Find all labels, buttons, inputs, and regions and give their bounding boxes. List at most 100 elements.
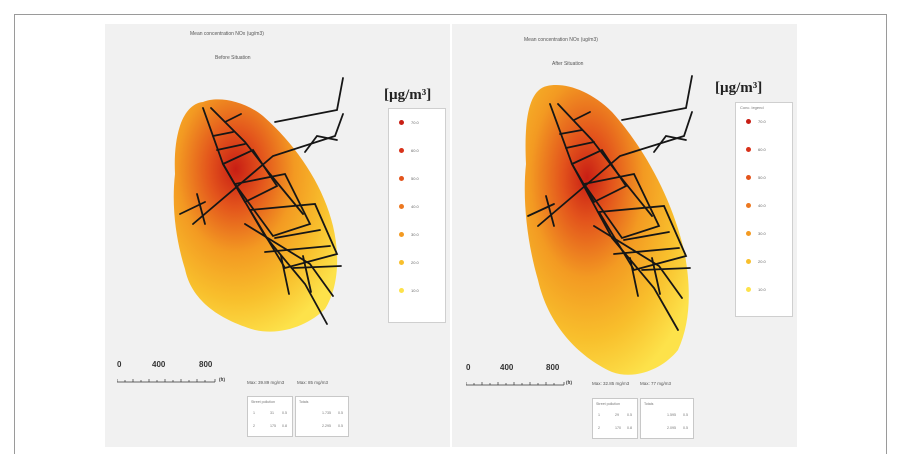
- legend-item: 40.0: [399, 202, 419, 210]
- legend-label: 30.0: [758, 230, 766, 236]
- legend-swatch: [399, 287, 404, 293]
- unit-label: [µg/m³]: [715, 80, 763, 96]
- legend-label: 10.0: [411, 287, 419, 293]
- legend-swatch: [746, 118, 751, 124]
- table-cell: 29: [615, 413, 619, 417]
- scale-unit: (ft): [219, 377, 225, 382]
- road-network: [179, 77, 344, 325]
- map-subtitle: After Situation: [552, 61, 584, 67]
- map-title: Mean concentration NOx (ug/m3): [190, 31, 264, 37]
- legend-item: 10.0: [746, 285, 766, 293]
- table-cell: 1: [253, 411, 255, 415]
- table-cell: 0.5: [282, 411, 287, 415]
- legend-swatch: [399, 203, 404, 209]
- scale-bar: [117, 379, 216, 383]
- legend-label: 50.0: [758, 174, 766, 180]
- concentration-map: [173, 77, 344, 332]
- scale-bar: [466, 382, 565, 386]
- figure-frame: [14, 14, 887, 454]
- table-header: Totals: [644, 402, 654, 406]
- legend-item: 20.0: [399, 258, 419, 266]
- road-network: [527, 75, 693, 331]
- scale-label: 800: [199, 360, 213, 369]
- legend-swatch: [746, 202, 751, 208]
- legend-item: 10.0: [399, 286, 419, 294]
- legend-swatch: [399, 231, 404, 237]
- scale-labels: 0 400 800: [466, 363, 586, 373]
- map-panel-before: Mean concentration NOx (ug/m3) Before Si…: [105, 24, 450, 447]
- table-cell: 0.8: [627, 426, 632, 430]
- concentration-map: [524, 75, 693, 375]
- table-cell: 2: [598, 426, 600, 430]
- table-header: Street pollution: [596, 402, 620, 406]
- legend-label: 60.0: [758, 146, 766, 152]
- legend-swatch: [399, 175, 404, 181]
- unit-label: [µg/m³]: [384, 87, 432, 103]
- map-panel-after: Mean concentration NOx (ug/m3) After Sit…: [452, 24, 797, 447]
- table-header: Street pollution: [251, 400, 275, 404]
- table-cell: 1.595: [667, 413, 676, 417]
- map-title: Mean concentration NOx (ug/m3): [524, 37, 598, 43]
- scale-label: 0: [466, 363, 471, 372]
- legend-item: 20.0: [746, 257, 766, 265]
- map-subtitle: Before Situation: [215, 55, 251, 61]
- scale-label: 400: [500, 363, 514, 372]
- table-cell: 0.5: [338, 424, 343, 428]
- legend-item: 50.0: [746, 173, 766, 181]
- totals-table: Totals 1.595 0.5 2.095 0.5: [640, 398, 694, 439]
- scale-labels: 0 400 800: [117, 360, 237, 370]
- scale-label: 800: [546, 363, 560, 372]
- legend-label: 40.0: [411, 203, 419, 209]
- legend-label: 20.0: [411, 259, 419, 265]
- table-cell: 0.5: [627, 413, 632, 417]
- legend-item: 30.0: [746, 229, 766, 237]
- table-header: Totals: [299, 400, 309, 404]
- legend-swatch: [399, 259, 404, 265]
- legend-swatch: [746, 230, 751, 236]
- legend: Conc. legend 70.0 60.0 50.0 40.0 30.0 20…: [735, 102, 793, 317]
- legend-item: 40.0: [746, 201, 766, 209]
- totals-table: Totals 1.735 0.5 2.295 0.5: [295, 396, 349, 437]
- legend-label: 50.0: [411, 175, 419, 181]
- table-cell: 0.5: [683, 413, 688, 417]
- table-cell: 2: [253, 424, 255, 428]
- table-cell: 0.5: [338, 411, 343, 415]
- table-cell: 2.095: [667, 426, 676, 430]
- legend-label: 20.0: [758, 258, 766, 264]
- legend: 70.0 60.0 50.0 40.0 30.0 20.0 10.0: [388, 108, 446, 323]
- legend-label: 70.0: [758, 118, 766, 124]
- legend-swatch: [746, 258, 751, 264]
- legend-swatch: [399, 119, 404, 125]
- legend-item: 50.0: [399, 174, 419, 182]
- scale-label: 400: [152, 360, 166, 369]
- legend-swatch: [399, 147, 404, 153]
- legend-item: 70.0: [746, 117, 766, 125]
- legend-item: 60.0: [746, 145, 766, 153]
- max-value: Max: 85 mg/m3: [297, 380, 329, 385]
- table-cell: 31: [270, 411, 274, 415]
- street-pollution-table: Street pollution 1 29 0.5 2 170 0.8: [592, 398, 638, 439]
- legend-label: 60.0: [411, 147, 419, 153]
- table-cell: 1.735: [322, 411, 331, 415]
- table-cell: 0.8: [282, 424, 287, 428]
- max-value: Max: 32.85 mg/m3: [592, 381, 630, 386]
- legend-label: 70.0: [411, 119, 419, 125]
- legend-swatch: [746, 174, 751, 180]
- legend-label: 30.0: [411, 231, 419, 237]
- legend-item: 30.0: [399, 230, 419, 238]
- legend-swatch: [746, 286, 751, 292]
- max-value: Max: 39.89 mg/m3: [247, 380, 285, 385]
- scale-label: 0: [117, 360, 122, 369]
- table-cell: 175: [270, 424, 276, 428]
- table-cell: 0.5: [683, 426, 688, 430]
- legend-swatch: [746, 146, 751, 152]
- legend-item: 60.0: [399, 146, 419, 154]
- table-cell: 1: [598, 413, 600, 417]
- street-pollution-table: Street pollution 1 31 0.5 2 175 0.8: [247, 396, 293, 437]
- scale-unit: (ft): [566, 380, 572, 385]
- max-value: Max: 77 mg/m3: [640, 381, 672, 386]
- legend-title: Conc. legend: [740, 105, 764, 110]
- legend-label: 10.0: [758, 286, 766, 292]
- legend-label: 40.0: [758, 202, 766, 208]
